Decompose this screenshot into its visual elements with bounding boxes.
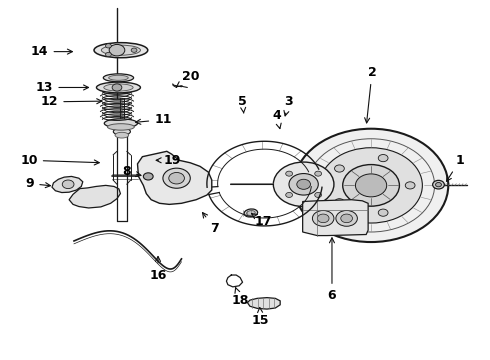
Circle shape	[105, 52, 111, 57]
Text: 16: 16	[149, 256, 167, 282]
Text: 10: 10	[20, 154, 99, 167]
Circle shape	[436, 183, 441, 187]
Polygon shape	[138, 151, 212, 204]
Circle shape	[355, 174, 387, 197]
Circle shape	[131, 48, 137, 52]
Circle shape	[378, 154, 388, 162]
Ellipse shape	[101, 45, 141, 55]
Circle shape	[297, 179, 311, 189]
Text: 15: 15	[252, 307, 270, 327]
Circle shape	[378, 209, 388, 216]
Polygon shape	[303, 200, 368, 235]
Text: 1: 1	[446, 154, 465, 181]
Circle shape	[112, 84, 122, 91]
Text: 4: 4	[272, 109, 281, 129]
Circle shape	[109, 44, 125, 56]
Circle shape	[433, 180, 444, 189]
Circle shape	[286, 193, 293, 198]
Circle shape	[315, 193, 321, 198]
Circle shape	[318, 214, 329, 223]
Circle shape	[144, 173, 153, 180]
Ellipse shape	[113, 128, 130, 135]
Circle shape	[286, 171, 293, 176]
Circle shape	[105, 44, 111, 48]
Text: 19: 19	[156, 154, 181, 167]
Circle shape	[273, 162, 334, 207]
Ellipse shape	[244, 209, 258, 217]
Circle shape	[315, 171, 321, 176]
Text: 17: 17	[252, 213, 272, 229]
Ellipse shape	[107, 124, 134, 130]
Ellipse shape	[246, 211, 255, 215]
Text: 14: 14	[31, 45, 73, 58]
Polygon shape	[52, 176, 83, 193]
Circle shape	[341, 214, 352, 223]
Text: 9: 9	[25, 177, 50, 190]
Text: 6: 6	[328, 238, 336, 302]
Text: 2: 2	[365, 66, 376, 123]
Circle shape	[62, 180, 74, 189]
Circle shape	[336, 211, 357, 226]
Text: 5: 5	[238, 95, 247, 113]
Polygon shape	[247, 298, 280, 309]
Text: 3: 3	[284, 95, 294, 116]
Ellipse shape	[104, 119, 138, 128]
Circle shape	[343, 165, 399, 206]
Ellipse shape	[97, 82, 141, 93]
Text: 12: 12	[41, 95, 102, 108]
Text: 13: 13	[36, 81, 89, 94]
Circle shape	[163, 168, 190, 188]
Circle shape	[313, 211, 334, 226]
Circle shape	[405, 182, 415, 189]
Text: 8: 8	[122, 165, 141, 178]
Text: 20: 20	[176, 70, 199, 87]
Circle shape	[320, 148, 422, 223]
Circle shape	[335, 165, 344, 172]
Ellipse shape	[103, 74, 134, 82]
Circle shape	[289, 174, 318, 195]
Ellipse shape	[115, 132, 129, 138]
Text: 18: 18	[231, 288, 249, 307]
Ellipse shape	[109, 75, 128, 80]
Ellipse shape	[94, 42, 148, 58]
Circle shape	[335, 199, 344, 206]
Ellipse shape	[104, 84, 133, 91]
Text: 11: 11	[136, 113, 172, 126]
Circle shape	[294, 129, 448, 242]
Polygon shape	[69, 185, 121, 208]
Text: 7: 7	[202, 213, 219, 235]
Circle shape	[169, 172, 184, 184]
